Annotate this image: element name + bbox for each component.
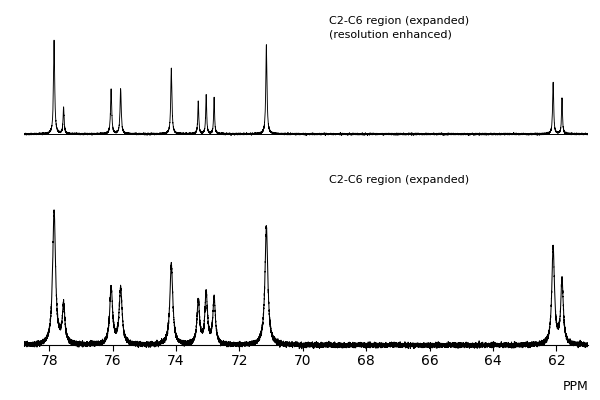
Text: C2-C6 region (expanded): C2-C6 region (expanded): [329, 175, 469, 185]
Text: C2-C6 region (expanded)
(resolution enhanced): C2-C6 region (expanded) (resolution enha…: [329, 16, 469, 39]
Text: PPM: PPM: [562, 380, 588, 393]
